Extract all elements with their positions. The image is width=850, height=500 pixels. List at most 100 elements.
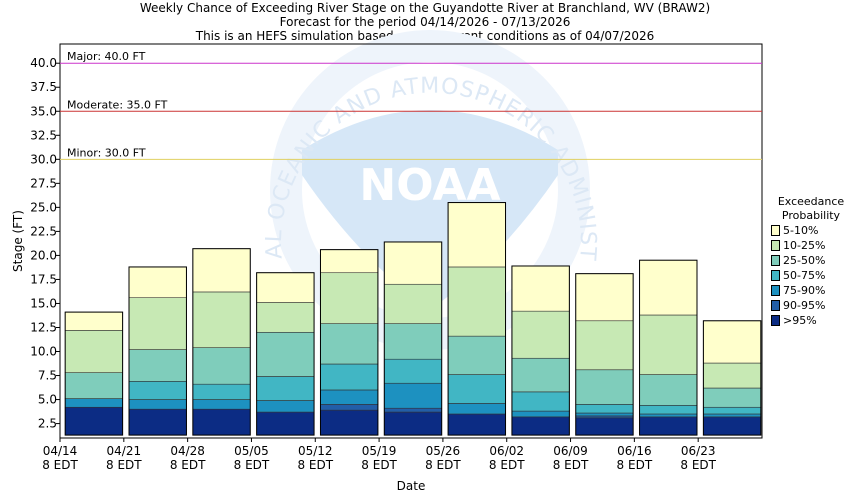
bar-segment-25-50%: [383, 323, 443, 360]
x-tick-sublabel-1: 8 EDT: [106, 458, 142, 472]
bar-segment-75-90%: [703, 413, 762, 418]
legend-item: 25-50%: [771, 253, 850, 268]
x-tick-label-5: 05/19: [362, 444, 397, 458]
bar-segment-90-95%: [383, 407, 443, 413]
legend-item: 90-95%: [771, 298, 850, 313]
bar-segment-75-90%: [575, 412, 634, 417]
bar-segment-10-25%: [639, 314, 698, 375]
x-tick-sublabel-10: 8 EDT: [680, 458, 716, 472]
bar-segment-10-25%: [320, 272, 379, 324]
bar-segment-75-90%: [383, 382, 443, 409]
bar-segment-50-75%: [383, 358, 443, 384]
bar-segment-5-10%: [447, 202, 506, 268]
bar-segment->95%: [383, 411, 443, 436]
bar-outline: [511, 265, 570, 436]
x-tick-label-2: 04/28: [170, 444, 205, 458]
bar-segment->95%: [192, 408, 251, 436]
bar-segment-10-25%: [447, 266, 506, 337]
bar-06-09: [575, 273, 634, 436]
bar-segment-10-25%: [703, 362, 762, 389]
y-tick-label-3: 10.0: [30, 345, 57, 359]
bar-segment-25-50%: [447, 335, 506, 375]
y-axis-label: Stage (FT): [11, 210, 25, 272]
y-tick-label-12: 32.5: [30, 128, 57, 142]
bar-segment-10-25%: [128, 297, 187, 350]
legend-swatch: [771, 285, 780, 296]
bar-segment-5-10%: [639, 259, 698, 316]
legend-item: 75-90%: [771, 283, 850, 298]
bar-segment-75-90%: [64, 398, 123, 408]
legend-item: 50-75%: [771, 268, 850, 283]
bar-05-19: [383, 241, 443, 436]
legend-label: 5-10%: [783, 224, 819, 237]
y-tick-label-2: 7.5: [38, 369, 57, 383]
bar-segment->95%: [64, 406, 123, 436]
bar-segment->95%: [256, 411, 315, 436]
bar-segment-5-10%: [128, 266, 187, 298]
bar-segment-5-10%: [703, 320, 762, 364]
threshold-label-1: Moderate: 35.0 FT: [67, 98, 168, 111]
legend-swatch: [771, 225, 780, 236]
bar-segment-5-10%: [192, 248, 251, 293]
bar-segment-90-95%: [320, 404, 379, 411]
x-tick-label-7: 06/02: [489, 444, 524, 458]
bar-outline: [256, 272, 315, 436]
legend-items: 5-10% 10-25% 25-50% 50-75% 75-90% 90-95% >95%: [771, 223, 850, 328]
bar-segment-50-75%: [575, 404, 634, 414]
bar-outline: [702, 320, 762, 436]
bar-outline: [64, 311, 124, 436]
bar-segment-10-25%: [511, 310, 570, 359]
legend-item: 5-10%: [771, 223, 850, 238]
legend-title-line-2: Probability: [781, 209, 841, 222]
bar-segment-50-75%: [703, 406, 762, 415]
y-tick-label-7: 20.0: [30, 248, 57, 262]
y-tick-label-13: 35.0: [30, 104, 57, 118]
bar-segment-50-75%: [256, 376, 315, 401]
bar-outline: [192, 248, 251, 436]
bar-segment-50-75%: [447, 374, 506, 404]
x-tick-sublabel-0: 8 EDT: [42, 458, 78, 472]
y-tick-label-10: 27.5: [30, 176, 57, 190]
x-tick-sublabel-2: 8 EDT: [170, 458, 206, 472]
x-axis-label: Date: [397, 479, 426, 493]
x-tick-label-10: 06/23: [681, 444, 716, 458]
bar-04-21: [128, 266, 187, 436]
bar-04-28: [192, 248, 251, 436]
bar-segment-50-75%: [639, 405, 698, 415]
bar-segment-5-10%: [511, 265, 570, 312]
legend-item: 10-25%: [771, 238, 850, 253]
bar-06-23: [702, 320, 762, 436]
bar-06-02: [511, 265, 570, 436]
bar-segment-5-10%: [575, 273, 634, 322]
legend-label: >95%: [783, 314, 817, 327]
bar-05-12: [319, 249, 379, 436]
x-tick-label-8: 06/09: [553, 444, 588, 458]
bar-06-16: [639, 259, 698, 436]
x-tick-label-4: 05/12: [298, 444, 333, 458]
bar-segment-50-75%: [320, 363, 379, 391]
y-tick-label-0: 2.5: [38, 417, 57, 431]
x-tick-sublabel-5: 8 EDT: [361, 458, 397, 472]
bar-segment-5-10%: [383, 241, 443, 285]
bar-segment-75-90%: [511, 410, 570, 418]
bar-segment-25-50%: [320, 323, 379, 365]
bar-segment->95%: [320, 409, 379, 436]
bar-05-26: [447, 202, 507, 436]
legend-label: 75-90%: [783, 284, 826, 297]
bar-segment-25-50%: [128, 349, 187, 382]
bar-segment-10-25%: [256, 302, 315, 333]
y-tick-label-8: 22.5: [30, 224, 57, 238]
bar-outline: [639, 259, 698, 436]
y-tick-label-9: 25.0: [30, 200, 57, 214]
bar-segment->95%: [511, 416, 570, 436]
y-tick-label-1: 5.0: [38, 393, 57, 407]
bar-segment-75-90%: [256, 400, 315, 413]
chart-title-line-1: Weekly Chance of Exceeding River Stage o…: [139, 1, 711, 15]
bar-outline: [383, 241, 443, 436]
plot-frame: [59, 43, 763, 439]
bar-segment->95%: [703, 416, 762, 436]
x-tick-label-6: 05/26: [426, 444, 461, 458]
legend-label: 50-75%: [783, 269, 826, 282]
y-tick-label-15: 40.0: [30, 56, 57, 70]
